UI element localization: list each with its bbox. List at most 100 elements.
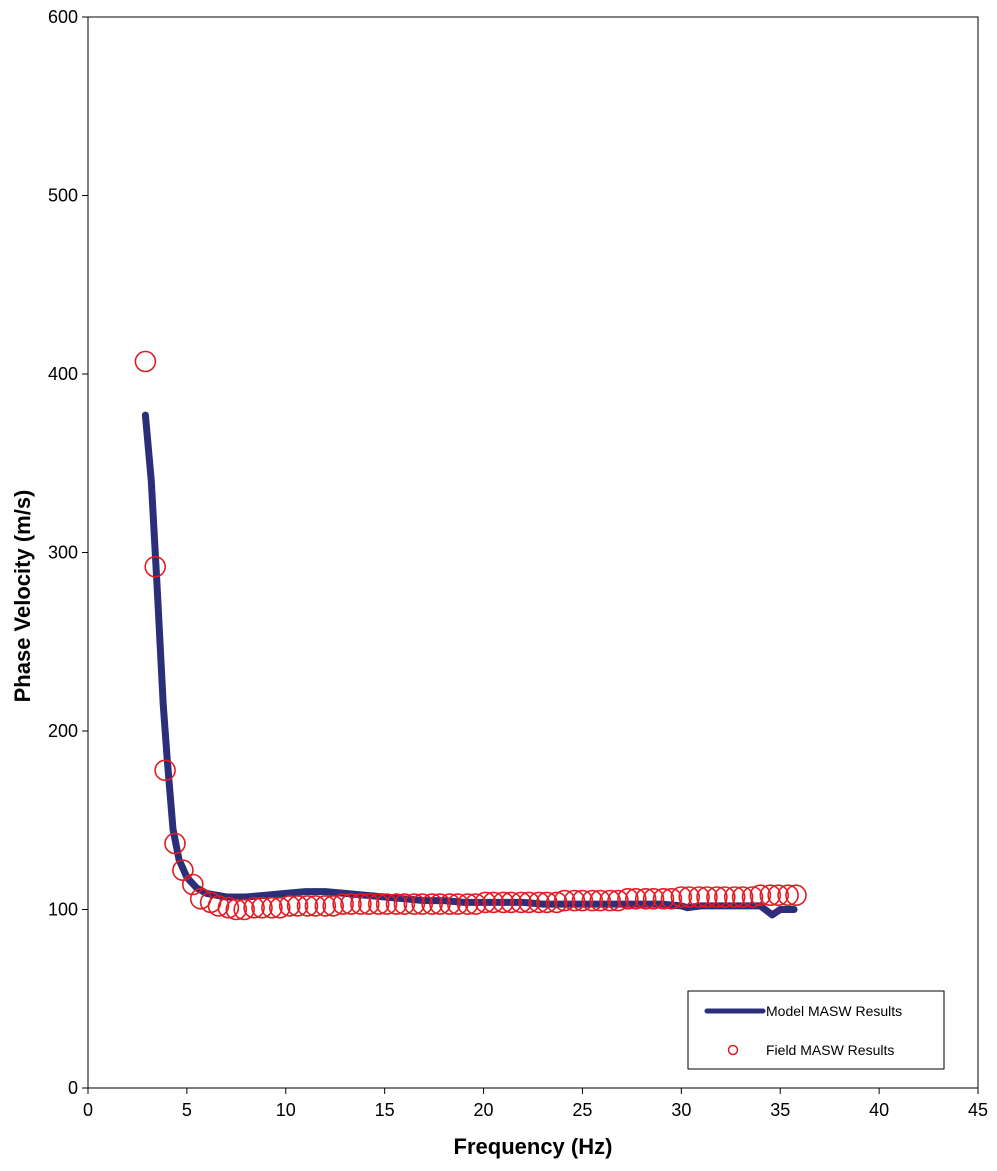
x-tick-label: 30 xyxy=(671,1100,691,1120)
field-masw-point xyxy=(500,891,523,914)
field-masw-point xyxy=(482,891,505,914)
field-masw-point xyxy=(678,886,701,908)
field-masw-point xyxy=(393,893,416,915)
y-tick-label: 500 xyxy=(48,186,78,206)
field-masw-point xyxy=(777,884,799,907)
field-masw-point xyxy=(624,887,647,910)
field-masw-point xyxy=(429,893,451,915)
x-tick-label: 15 xyxy=(375,1100,395,1120)
field-masw-point xyxy=(314,895,337,917)
field-masw-point xyxy=(278,895,301,917)
field-masw-point xyxy=(421,893,443,915)
field-masw-point xyxy=(357,893,380,915)
x-axis-title: Frequency (Hz) xyxy=(454,1134,613,1159)
field-masw-point xyxy=(446,893,469,915)
x-tick-label: 0 xyxy=(83,1100,93,1120)
field-masw-point xyxy=(261,896,283,919)
field-masw-point xyxy=(571,889,594,912)
field-masw-point xyxy=(225,898,248,921)
field-masw-point xyxy=(723,886,746,908)
field-masw-point xyxy=(607,889,629,912)
field-masw-point xyxy=(207,895,230,917)
field-masw-point xyxy=(749,884,772,907)
field-masw-point xyxy=(759,884,782,907)
field-masw-point xyxy=(411,893,434,915)
field-masw-point xyxy=(492,891,515,914)
field-masw-point xyxy=(182,873,204,896)
field-masw-point xyxy=(518,891,540,914)
plot-area xyxy=(87,16,979,1089)
field-masw-point xyxy=(767,884,790,907)
x-tick-label: 40 xyxy=(869,1100,889,1120)
field-masw-point xyxy=(696,886,718,908)
x-tick-label: 45 xyxy=(968,1100,988,1120)
field-masw-point xyxy=(304,895,327,917)
legend-model-label: Model MASW Results xyxy=(766,1003,902,1019)
field-masw-point xyxy=(688,886,710,908)
y-tick-label: 100 xyxy=(48,900,78,920)
y-tick-label: 200 xyxy=(48,721,78,741)
field-masw-point xyxy=(403,893,426,915)
y-axis-ticks: 0 100 200 300 400 500 600 xyxy=(48,7,88,1098)
x-axis-ticks: 0 5 10 15 20 25 30 35 40 45 xyxy=(83,1088,988,1120)
field-masw-point xyxy=(741,886,764,908)
x-tick-label: 20 xyxy=(474,1100,494,1120)
field-masw-point xyxy=(464,893,487,915)
field-masw-point xyxy=(134,350,157,373)
field-masw-point xyxy=(340,893,362,915)
legend-box xyxy=(687,990,945,1070)
x-tick-label: 5 xyxy=(182,1100,192,1120)
field-masw-point xyxy=(642,887,665,910)
field-masw-point xyxy=(367,893,390,915)
field-masw-point xyxy=(553,889,576,912)
x-tick-label: 10 xyxy=(276,1100,296,1120)
field-masw-point xyxy=(670,886,693,908)
field-masw-point xyxy=(154,759,176,782)
field-masw-point xyxy=(268,896,291,919)
field-masw-point xyxy=(617,887,639,910)
legend-field-label: Field MASW Results xyxy=(766,1042,894,1058)
field-masw-point xyxy=(706,886,728,908)
field-masw-point xyxy=(243,896,265,919)
field-masw-point xyxy=(785,884,807,907)
field-masw-point xyxy=(296,895,319,917)
field-masw-point xyxy=(652,887,675,910)
field-masw-point xyxy=(713,886,736,908)
y-tick-label: 300 xyxy=(48,543,78,563)
field-masw-point xyxy=(322,895,345,917)
field-masw-point xyxy=(217,896,240,919)
field-masw-point xyxy=(350,893,372,915)
y-tick-label: 400 xyxy=(48,364,78,384)
y-tick-label: 600 xyxy=(48,7,78,27)
field-masw-point xyxy=(439,893,461,915)
field-masw-point xyxy=(634,887,657,910)
field-masw-point xyxy=(535,891,558,914)
field-masw-point xyxy=(233,898,255,921)
field-masw-point xyxy=(599,889,621,912)
field-masw-point xyxy=(528,891,550,914)
legend: Model MASW Results Field MASW Results xyxy=(687,990,945,1070)
field-masw-point xyxy=(164,832,186,855)
x-tick-label: 35 xyxy=(770,1100,790,1120)
field-masw-point xyxy=(563,889,586,912)
x-tick-label: 25 xyxy=(572,1100,592,1120)
field-masw-point xyxy=(456,893,479,915)
field-masw-point xyxy=(332,893,354,915)
field-masw-point xyxy=(375,893,398,915)
field-masw-point xyxy=(251,896,273,919)
field-masw-point xyxy=(581,889,604,912)
field-masw-point xyxy=(474,891,497,914)
field-masw-point xyxy=(731,886,754,908)
field-masw-point xyxy=(144,555,166,578)
series-layer xyxy=(134,350,807,921)
legend-field-marker-swatch xyxy=(727,1044,739,1056)
field-masw-point xyxy=(545,891,568,914)
field-masw-point xyxy=(589,889,612,912)
field-masw-point xyxy=(660,887,683,910)
y-tick-label: 0 xyxy=(68,1078,78,1098)
field-masw-point xyxy=(510,891,532,914)
field-masw-point xyxy=(286,895,309,917)
field-masw-point xyxy=(385,893,408,915)
y-axis-title: Phase Velocity (m/s) xyxy=(10,490,35,703)
